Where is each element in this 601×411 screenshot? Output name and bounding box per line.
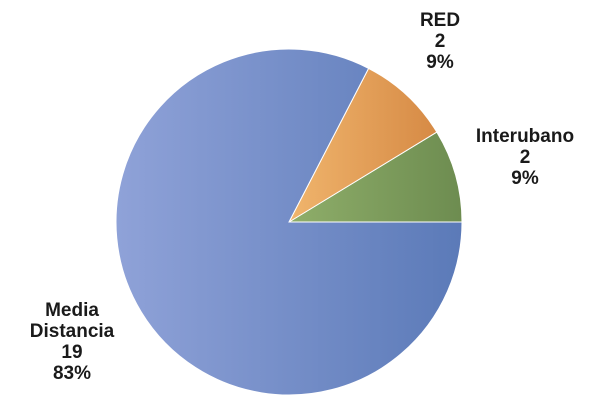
pie-label-line: 9%: [511, 168, 539, 189]
pie-slice-interurbano: [287, 131, 463, 223]
pie-label-interurbano: Interubano 2 9%: [476, 126, 574, 189]
pie-label-line: Media: [45, 300, 99, 321]
pie-label-line: 9%: [426, 52, 454, 73]
pie-label-line: 19: [61, 342, 82, 363]
pie-label-media-distancia: Media Distancia 19 83%: [30, 300, 115, 384]
pie-labels: Interubano 2 9%RED 2 9%Media Distancia 19 83%: [30, 10, 574, 384]
pie-label-line: Interubano: [476, 126, 574, 147]
pie-slice-media-distancia: [115, 48, 463, 396]
pie-label-line: 83%: [53, 363, 91, 384]
pie-slice-red: [287, 67, 438, 224]
pie-label-line: 2: [435, 31, 446, 52]
pie-label-line: 2: [520, 147, 531, 168]
pie-label-red: RED 2 9%: [420, 10, 460, 73]
pie-label-line: Distancia: [30, 321, 115, 342]
pie-label-line: RED: [420, 10, 460, 31]
pie-slices: [115, 48, 463, 396]
